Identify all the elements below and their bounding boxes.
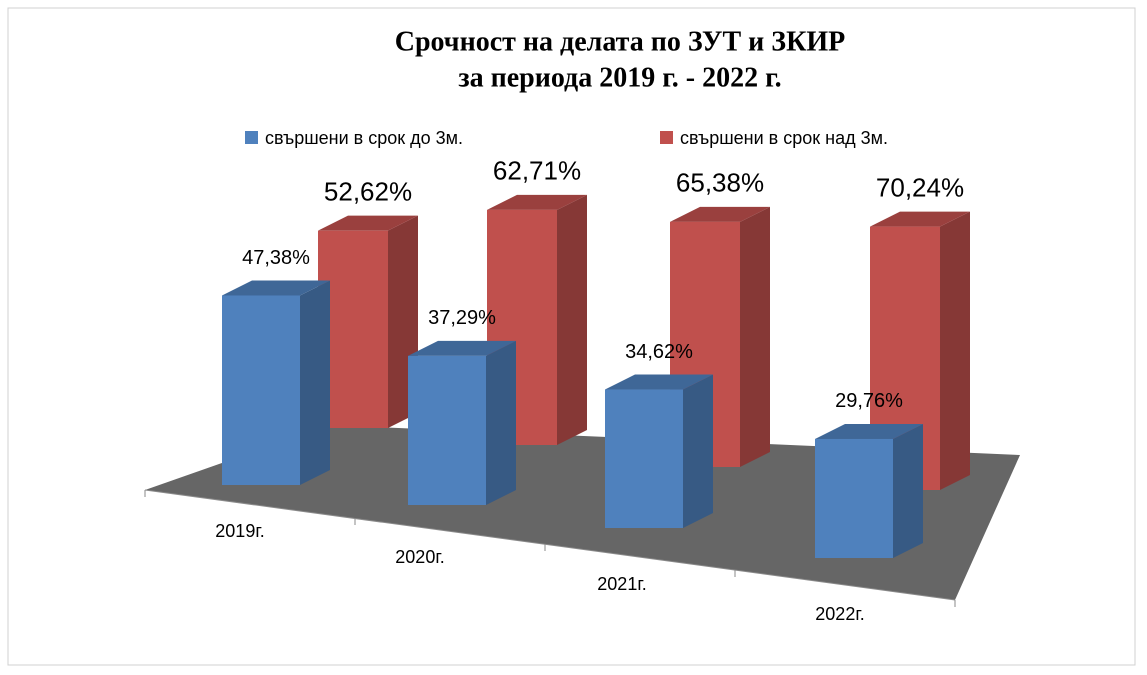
legend-label: свършени в срок над 3м.: [680, 128, 888, 148]
bar-side: [300, 280, 330, 485]
floor: [145, 425, 1020, 600]
legend-label: свършени в срок до 3м.: [265, 128, 463, 148]
bar-side: [940, 211, 970, 490]
bar-side: [740, 206, 770, 467]
data-label: 52,62%: [324, 177, 412, 207]
x-axis-line: [144, 489, 956, 601]
axis: [144, 489, 956, 607]
data-label: 47,38%: [242, 247, 310, 269]
bar-top: [815, 423, 923, 439]
data-label: 29,76%: [835, 390, 903, 412]
chart-title: Срочност на делата по ЗУТ и ЗКИР: [395, 26, 846, 57]
bar: [318, 215, 418, 428]
chart-title: за периода 2019 г. - 2022 г.: [458, 62, 781, 93]
bar-front: [408, 355, 486, 505]
legend-swatch: [245, 131, 258, 144]
bar-side: [557, 194, 587, 445]
x-tick-label: 2022г.: [815, 604, 864, 624]
bar: [222, 280, 330, 485]
bar-top: [408, 340, 516, 356]
data-label: 37,29%: [428, 307, 496, 329]
x-tick-label: 2019г.: [215, 521, 264, 541]
bar-side: [893, 423, 923, 558]
bar: [408, 340, 516, 505]
bar-side: [486, 340, 516, 505]
data-label: 65,38%: [676, 168, 764, 198]
data-label: 62,71%: [493, 156, 581, 186]
bar-front: [815, 438, 893, 558]
bar-top: [670, 206, 770, 222]
legend-swatch: [660, 131, 673, 144]
bar: [815, 423, 923, 558]
bar-top: [318, 215, 418, 231]
bar-top: [222, 280, 330, 296]
data-label: 34,62%: [625, 341, 693, 363]
bar-side: [683, 374, 713, 528]
bar-front: [222, 295, 300, 485]
bar: [605, 374, 713, 528]
bar-front: [605, 389, 683, 528]
bar-top: [487, 194, 587, 210]
x-tick-label: 2020г.: [395, 547, 444, 567]
bar-top: [870, 211, 970, 227]
x-tick-label: 2021г.: [597, 574, 646, 594]
data-label: 70,24%: [876, 172, 964, 202]
bar-top: [605, 374, 713, 390]
bar: [487, 194, 587, 445]
